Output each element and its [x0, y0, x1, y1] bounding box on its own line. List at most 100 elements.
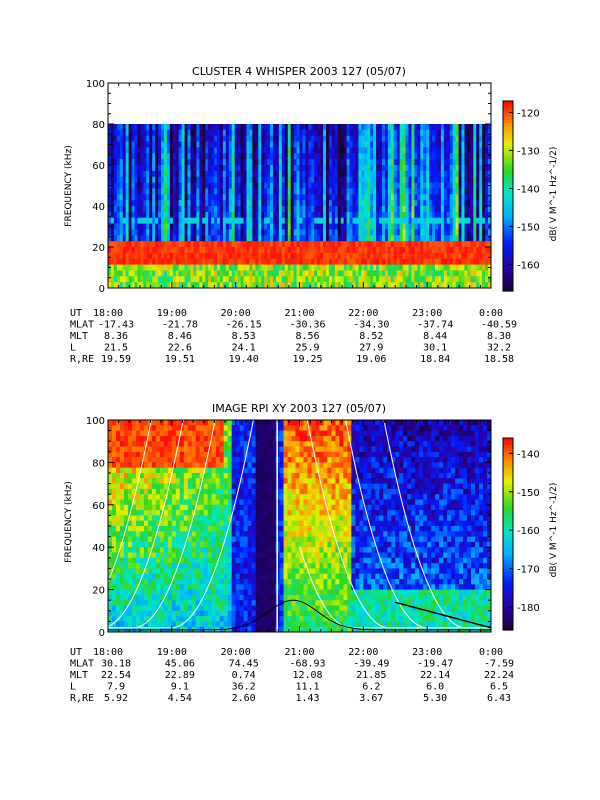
- ephemeris-row-label: UT: [70, 647, 82, 658]
- ephemeris-value: 1.43: [295, 693, 319, 704]
- ephemeris-value: 19:00: [157, 308, 187, 319]
- ephemeris-value: 19.06: [356, 354, 386, 365]
- y-tick-label: 40: [92, 543, 105, 554]
- ephemeris-value: 32.2: [487, 343, 511, 354]
- ephemeris-value: 21:00: [284, 308, 314, 319]
- y-axis-label: FREQUENCY (kHz): [64, 481, 74, 562]
- spectrogram-heatmap: [108, 124, 491, 288]
- ephemeris-value: -26.15: [226, 320, 262, 331]
- ephemeris-value: 8.36: [104, 331, 128, 342]
- ephemeris-value: 5.92: [104, 693, 128, 704]
- ephemeris-value: 19:00: [157, 647, 187, 658]
- ephemeris-row-label: R,RE: [70, 693, 94, 704]
- colorbar-tick-label: -140: [517, 184, 540, 195]
- ephemeris-value: 36.2: [232, 682, 256, 693]
- ephemeris-value: 6.5: [490, 682, 508, 693]
- ephemeris-value: 18:00: [93, 647, 123, 658]
- ephemeris-table: UT 18:00 19:00 20:00 21:00 22:00 23:00 0:00 MLAT…: [70, 647, 514, 704]
- ephemeris-value: 22.14: [420, 670, 450, 681]
- y-tick-label: 100: [86, 79, 105, 90]
- ephemeris-value: 30.1: [423, 343, 447, 354]
- ephemeris-value: 45.06: [165, 659, 195, 670]
- ephemeris-value: 18:00: [93, 308, 123, 319]
- ephemeris-value: 20:00: [221, 308, 251, 319]
- ephemeris-value: 6.2: [362, 682, 380, 693]
- ephemeris-value: 5.30: [423, 693, 447, 704]
- chart-title: IMAGE RPI XY 2003 127 (05/07): [212, 402, 386, 415]
- ephemeris-value: 0:00: [479, 308, 503, 319]
- colorbar-tick-label: -170: [517, 565, 540, 576]
- ephemeris-value: 0:00: [479, 647, 503, 658]
- ephemeris-value: 8.30: [487, 331, 511, 342]
- ephemeris-row-label: L: [70, 682, 76, 693]
- colorbar-tick-label: -120: [517, 108, 540, 119]
- ephemeris-value: 22.54: [101, 670, 131, 681]
- ephemeris-value: 18.58: [484, 354, 514, 365]
- cluster-whisper-panel: CLUSTER 4 WHISPER 2003 127 (05/07) FREQU…: [64, 65, 559, 365]
- ephemeris-value: 22.24: [484, 670, 514, 681]
- ephemeris-row-label: UT: [70, 308, 82, 319]
- ephemeris-value: 11.1: [295, 682, 319, 693]
- ephemeris-value: 8.56: [295, 331, 319, 342]
- ephemeris-value: -30.36: [289, 320, 325, 331]
- ephemeris-value: -7.59: [484, 659, 514, 670]
- ephemeris-value: -19.47: [417, 659, 453, 670]
- chart-title: CLUSTER 4 WHISPER 2003 127 (05/07): [192, 65, 406, 78]
- colorbar-tick-label: -160: [517, 526, 540, 537]
- ephemeris-row-label: MLAT: [70, 320, 94, 331]
- colorbar: -140 -150 -160 -170 -180: [502, 437, 540, 631]
- ephemeris-row-label: MLT: [70, 670, 88, 681]
- ephemeris-value: 9.1: [171, 682, 189, 693]
- ephemeris-value: 4.54: [168, 693, 192, 704]
- ephemeris-value: 8.46: [168, 331, 192, 342]
- ephemeris-value: -34.30: [353, 320, 389, 331]
- ephemeris-value: 8.53: [232, 331, 256, 342]
- ephemeris-value: 27.9: [359, 343, 383, 354]
- ephemeris-value: -21.78: [162, 320, 198, 331]
- ephemeris-value: 21:00: [284, 647, 314, 658]
- ephemeris-row-label: MLAT: [70, 659, 94, 670]
- spectrogram-heatmap: [108, 420, 491, 632]
- colorbar-tick-label: -150: [517, 222, 540, 233]
- ephemeris-value: 20:00: [221, 647, 251, 658]
- colorbar-tick-label: -130: [517, 146, 540, 157]
- ephemeris-row-label: MLT: [70, 331, 88, 342]
- ephemeris-value: 21.5: [104, 343, 128, 354]
- ephemeris-value: 74.45: [229, 659, 259, 670]
- ephemeris-value: 8.44: [423, 331, 447, 342]
- y-tick-label: 20: [92, 586, 105, 597]
- y-tick-label: 80: [92, 458, 105, 469]
- ephemeris-value: 22:00: [348, 647, 378, 658]
- ephemeris-value: 30.18: [101, 659, 131, 670]
- ephemeris-value: 2.60: [232, 693, 256, 704]
- colorbar-tick-label: -160: [517, 260, 540, 271]
- ephemeris-value: 8.52: [359, 331, 383, 342]
- ephemeris-value: 0.74: [232, 670, 256, 681]
- ephemeris-value: 6.0: [426, 682, 444, 693]
- ephemeris-value: 25.9: [295, 343, 319, 354]
- ephemeris-value: -68.93: [289, 659, 325, 670]
- ephemeris-value: 24.1: [232, 343, 256, 354]
- ephemeris-value: 6.43: [487, 693, 511, 704]
- ephemeris-value: 19.25: [292, 354, 322, 365]
- ephemeris-value: 19.51: [165, 354, 195, 365]
- axes: 0 20 40 60 80 100: [86, 416, 492, 639]
- model-curves: [108, 420, 491, 632]
- ephemeris-value: -37.74: [417, 320, 453, 331]
- ephemeris-value: 19.40: [229, 354, 259, 365]
- y-tick-label: 80: [92, 120, 105, 131]
- ephemeris-value: 22.6: [168, 343, 192, 354]
- colorbar-tick-label: -150: [517, 488, 540, 499]
- y-tick-label: 0: [99, 284, 105, 295]
- colorbar-label: dB( V M^-1 Hz^-1/2): [549, 147, 559, 242]
- ephemeris-value: 12.08: [292, 670, 322, 681]
- ephemeris-value: -40.59: [481, 320, 517, 331]
- ephemeris-value: 21.85: [356, 670, 386, 681]
- y-tick-label: 0: [99, 628, 105, 639]
- y-tick-label: 60: [92, 501, 105, 512]
- y-axis-label: FREQUENCY (kHz): [64, 145, 74, 226]
- ephemeris-table: UT 18:00 19:00 20:00 21:00 22:00 23:00 0:00 MLAT…: [70, 308, 517, 365]
- ephemeris-value: 7.9: [107, 682, 125, 693]
- y-tick-label: 40: [92, 202, 105, 213]
